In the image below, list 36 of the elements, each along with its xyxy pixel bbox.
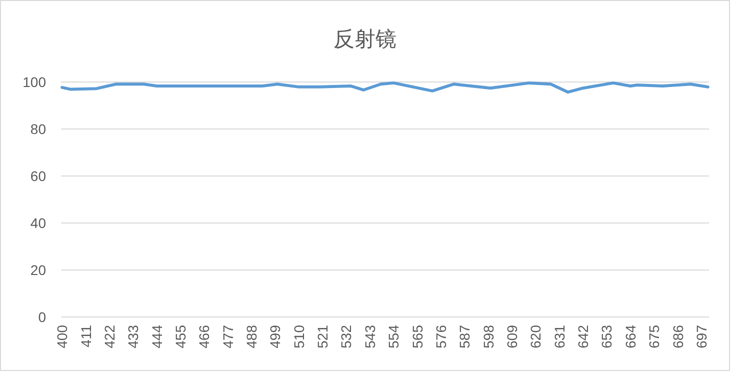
chart-title: 反射镜: [334, 28, 396, 51]
x-tick-label: 411: [78, 324, 94, 348]
y-tick-label: 80: [30, 121, 46, 137]
y-tick-label: 0: [38, 309, 46, 325]
x-tick-label: 466: [196, 324, 212, 348]
x-tick-label: 598: [480, 324, 496, 348]
x-tick-label: 521: [314, 324, 331, 348]
x-tick-label: 609: [504, 324, 520, 348]
x-tick-label: 697: [693, 324, 710, 348]
x-tick-label: 477: [220, 324, 236, 348]
x-tick-label: 587: [456, 324, 473, 348]
y-tick-label: 40: [30, 215, 46, 231]
y-tick-label: 20: [30, 262, 46, 278]
x-tick-label: 455: [172, 324, 188, 348]
x-tick-label: 400: [54, 324, 70, 348]
x-tick-label: 554: [386, 324, 402, 348]
x-tick-label: 576: [432, 324, 449, 348]
y-tick-label: 60: [30, 168, 46, 184]
x-tick-label: 433: [125, 324, 142, 348]
x-tick-label: 510: [290, 324, 307, 348]
y-tick-label: 100: [22, 74, 46, 90]
x-tick-label: 543: [362, 324, 378, 348]
x-tick-label: 686: [670, 324, 686, 348]
x-tick-label: 532: [338, 324, 354, 348]
x-tick-label: 444: [148, 324, 165, 348]
x-tick-label: 642: [575, 324, 592, 348]
x-tick-label: 499: [267, 324, 284, 348]
x-tick-label: 664: [622, 324, 638, 348]
x-tick-label: 620: [528, 324, 544, 348]
x-tick-label: 675: [646, 324, 662, 348]
x-tick-label: 422: [101, 324, 118, 348]
x-tick-label: 631: [551, 324, 568, 348]
line-series: [60, 81, 710, 94]
x-tick-label: 565: [409, 324, 426, 348]
x-tick-label: 653: [598, 324, 615, 348]
x-tick-label: 488: [244, 324, 260, 348]
